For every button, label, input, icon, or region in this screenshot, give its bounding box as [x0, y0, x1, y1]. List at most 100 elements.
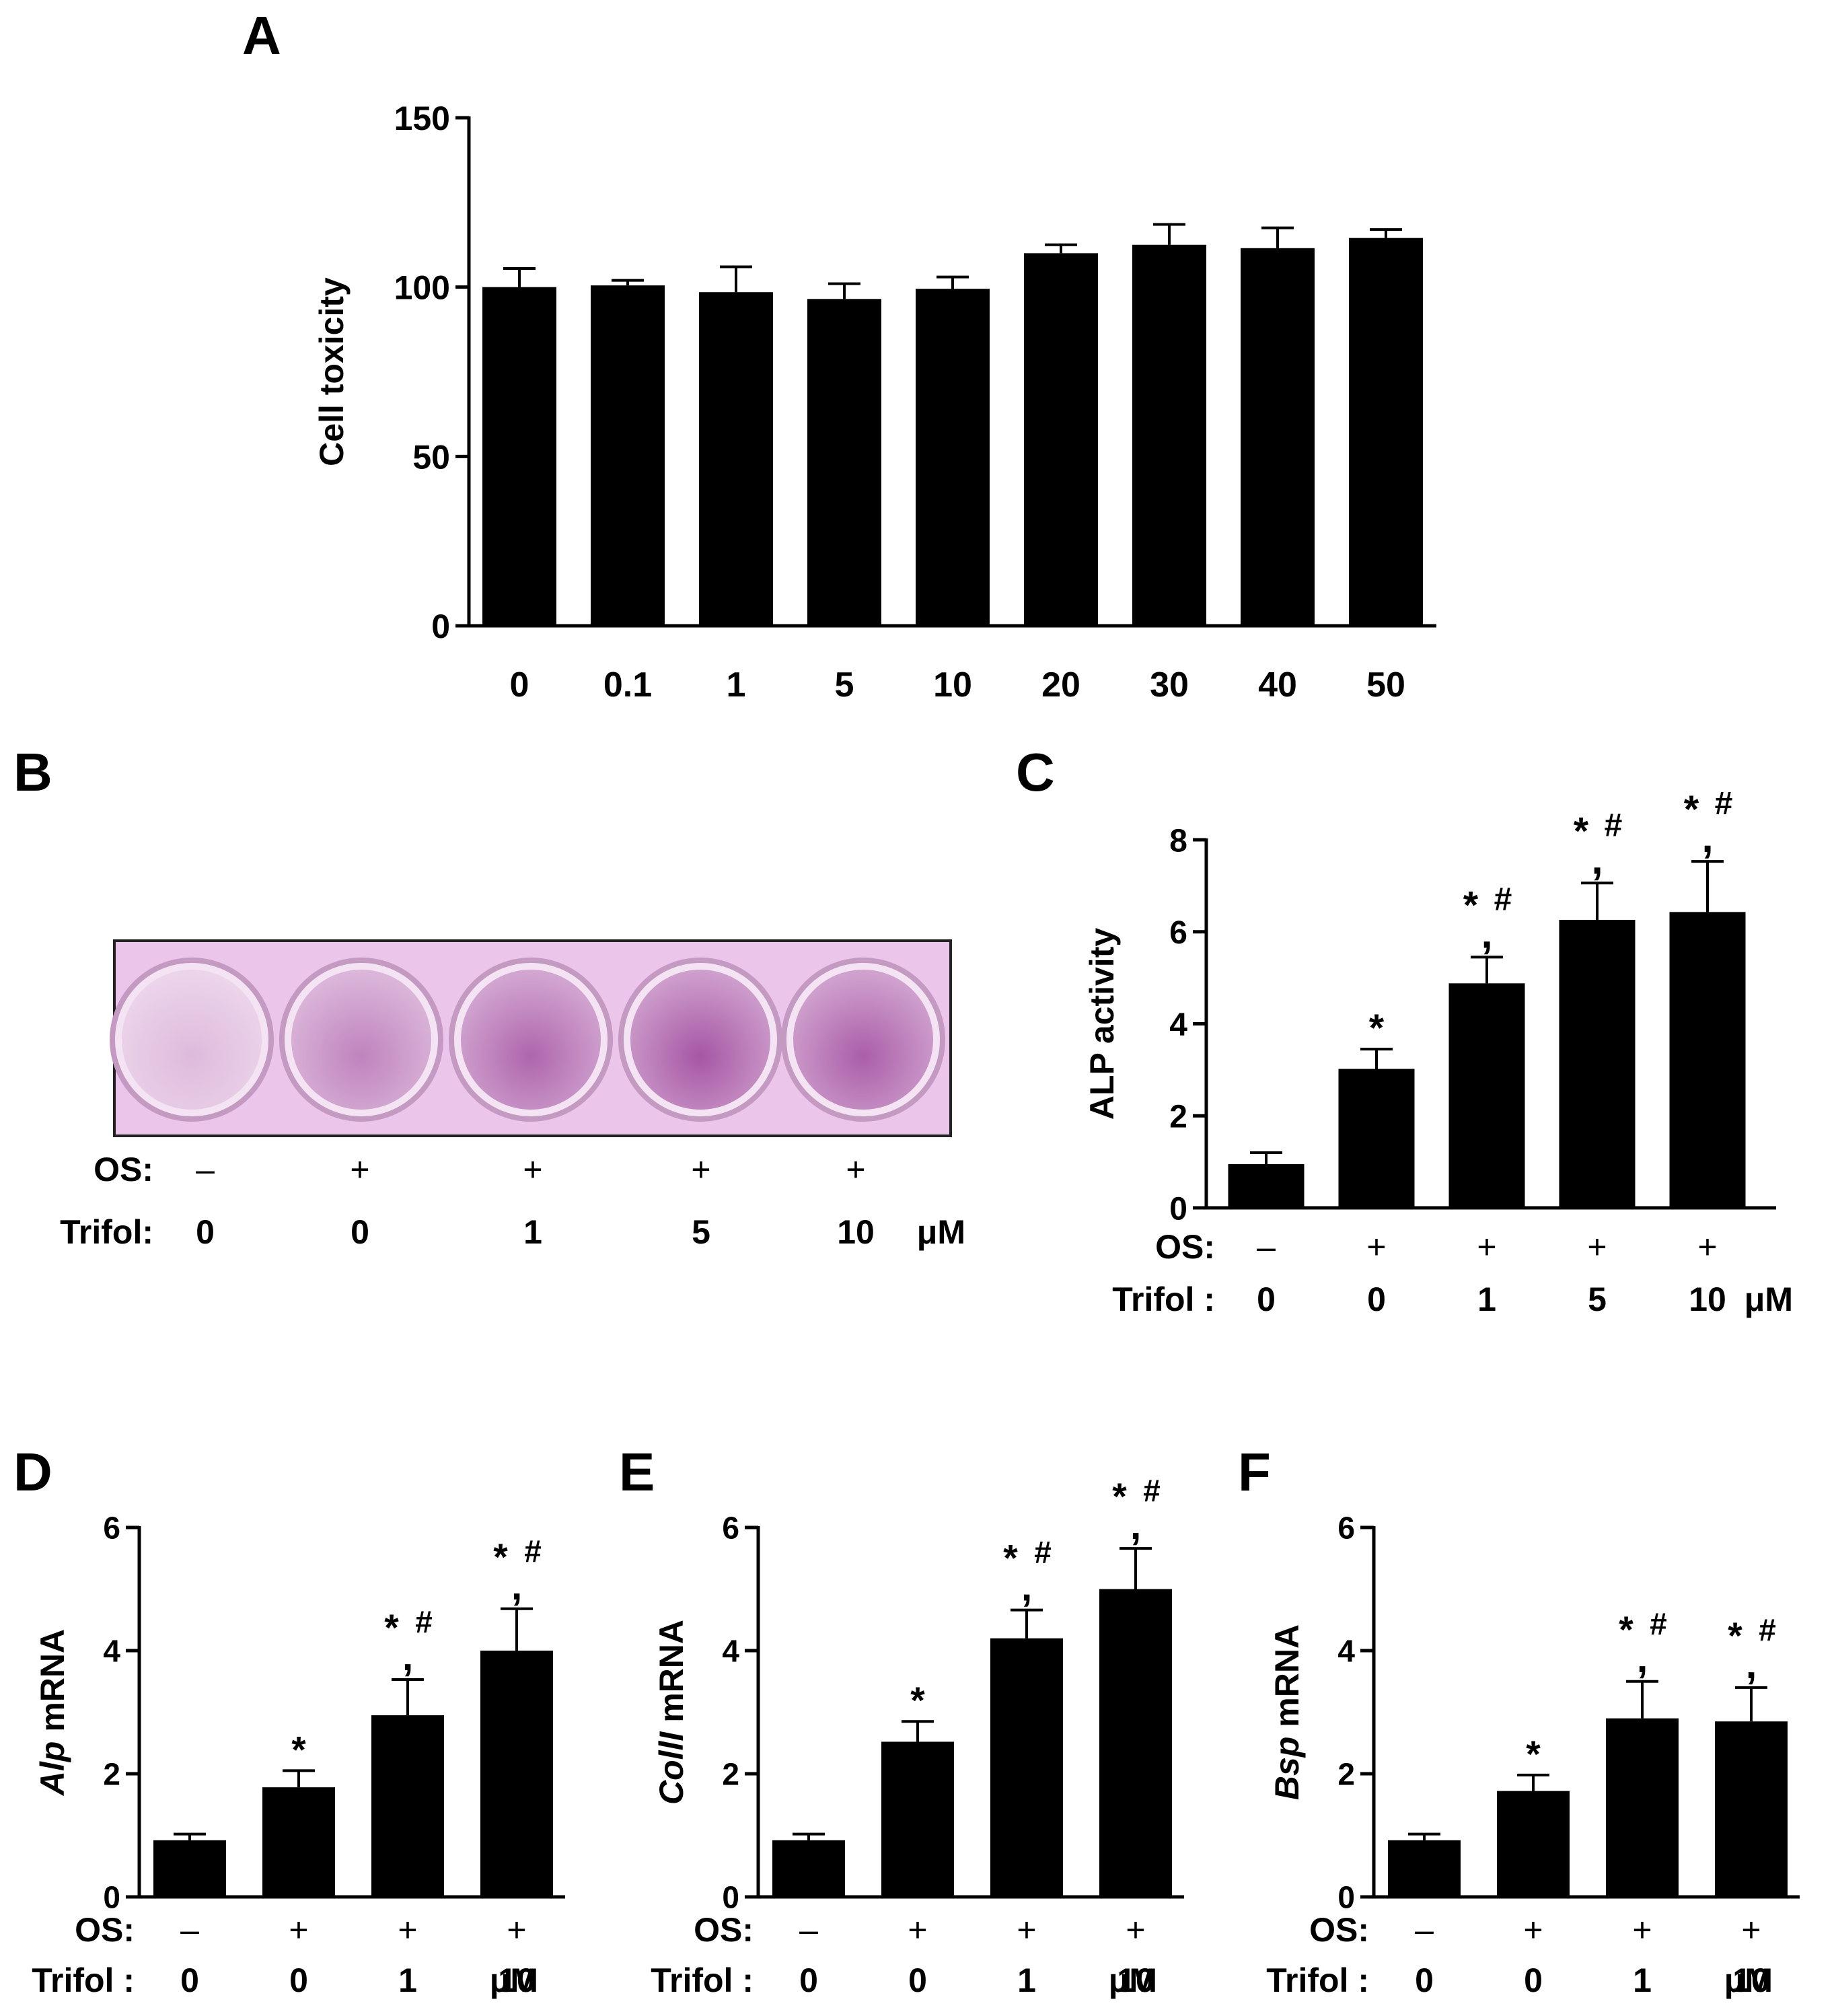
os-value: +	[1523, 1911, 1543, 1949]
y-axis-label-part: Alp	[34, 1741, 71, 1797]
trifol-value: 10	[1117, 1961, 1154, 1999]
os-value: –	[196, 1151, 215, 1188]
y-axis-label-part: CollI	[653, 1731, 690, 1805]
significance-marker: *	[291, 1729, 306, 1770]
x-tick-label: 0	[510, 665, 529, 705]
bar	[1132, 244, 1206, 626]
bar	[916, 289, 990, 626]
y-tick-label: 2	[103, 1757, 120, 1792]
trifol-value: 0	[1524, 1961, 1543, 1999]
os-value: +	[1697, 1228, 1717, 1266]
os-value: +	[1741, 1911, 1761, 1949]
y-axis-label: Bsp mRNA	[1268, 1624, 1306, 1800]
os-value: +	[691, 1151, 710, 1188]
os-value: +	[1587, 1228, 1607, 1266]
significance-marker: *	[1728, 1615, 1742, 1657]
panel-letter-f: F	[1238, 1442, 1271, 1502]
trifol-value: 0	[351, 1213, 369, 1251]
bar	[881, 1741, 954, 1897]
trifol-value: 1	[523, 1213, 542, 1251]
bar	[1024, 253, 1098, 626]
y-axis-label-part: ALP activity	[1083, 928, 1121, 1120]
bar	[1669, 912, 1746, 1208]
y-tick-label: 0	[722, 1880, 739, 1915]
plate-well	[793, 970, 933, 1110]
y-tick-label: 0	[1169, 1191, 1187, 1227]
significance-marker: *	[1369, 1007, 1385, 1050]
significance-marker: ,	[1701, 815, 1713, 861]
y-tick-label: 0	[103, 1880, 120, 1915]
trifol-value: 10	[498, 1961, 536, 1999]
bar	[371, 1715, 444, 1897]
significance-marker: ,	[1130, 1503, 1142, 1548]
bar	[990, 1638, 1063, 1897]
y-tick-label: 6	[1337, 1511, 1355, 1546]
trifol-value: 1	[1477, 1281, 1496, 1318]
x-tick-label: 5	[835, 665, 854, 705]
bar	[807, 299, 881, 626]
unit-label: μM	[917, 1213, 965, 1251]
x-tick-label: 0.1	[603, 665, 652, 705]
panel-letter-b: B	[13, 742, 52, 802]
y-tick-label: 50	[412, 438, 450, 476]
trifol-value: 0	[289, 1961, 308, 1999]
bar	[1338, 1069, 1415, 1208]
os-value: –	[1257, 1228, 1276, 1266]
y-axis-label: Cell toxicity	[313, 277, 351, 466]
significance-marker: ,	[1021, 1564, 1033, 1610]
panel-letter-a: A	[242, 5, 281, 65]
significance-marker: *	[493, 1536, 508, 1578]
os-value: +	[350, 1151, 369, 1188]
trifol-value: 5	[692, 1213, 710, 1251]
x-tick-label: 10	[933, 665, 972, 705]
os-row-label: OS:	[1309, 1911, 1369, 1949]
y-tick-label: 100	[394, 269, 450, 307]
significance-marker: #	[1759, 1612, 1776, 1647]
significance-marker: *	[1003, 1538, 1018, 1579]
y-axis-label-part: mRNA	[653, 1620, 690, 1732]
y-axis-label: CollI mRNA	[653, 1620, 690, 1805]
unit-label: μM	[1724, 1961, 1773, 1999]
panel-b-alp-staining-plate: B OS: Trifol: – + + + +0 0 1 5 10 μM	[13, 742, 965, 1251]
significance-marker: *	[1684, 788, 1699, 831]
trifol-row-label: Trifol :	[651, 1961, 754, 1999]
trifol-value: 5	[1588, 1281, 1607, 1318]
os-value: +	[398, 1911, 417, 1949]
bar	[1099, 1589, 1172, 1897]
bar	[1349, 238, 1423, 626]
x-tick-label: 1	[727, 665, 746, 705]
x-tick-label: 20	[1041, 665, 1080, 705]
os-row-label: OS:	[94, 1151, 153, 1188]
significance-marker: *	[384, 1607, 399, 1649]
trifol-value: 0	[908, 1961, 927, 1999]
y-tick-label: 6	[722, 1511, 739, 1546]
bar	[480, 1651, 553, 1897]
os-value: +	[1017, 1911, 1036, 1949]
significance-marker: ,	[511, 1563, 523, 1608]
plate-well	[461, 970, 601, 1110]
significance-marker: #	[1715, 786, 1733, 822]
trifol-row-label: Trifol :	[1266, 1961, 1369, 1999]
panel-letter-e: E	[619, 1442, 655, 1502]
os-value: +	[1126, 1911, 1145, 1949]
trifol-value: 0	[799, 1961, 818, 1999]
trifol-value: 10	[1732, 1961, 1770, 1999]
bar	[1241, 248, 1315, 626]
x-tick-label: 40	[1258, 665, 1297, 705]
significance-marker: ,	[1746, 1642, 1757, 1687]
panel-letter-d: D	[13, 1442, 52, 1502]
os-value: +	[1366, 1228, 1386, 1266]
os-value: –	[1415, 1911, 1434, 1949]
os-value: –	[180, 1911, 199, 1949]
significance-marker: *	[1574, 809, 1589, 853]
trifol-value: 10	[1689, 1281, 1726, 1318]
bar	[772, 1840, 845, 1897]
significance-marker: *	[1463, 884, 1479, 927]
bar	[262, 1787, 335, 1897]
y-axis-label-part: Bsp	[1268, 1737, 1306, 1800]
trifol-value: 0	[180, 1961, 199, 1999]
significance-marker: #	[1494, 881, 1512, 917]
